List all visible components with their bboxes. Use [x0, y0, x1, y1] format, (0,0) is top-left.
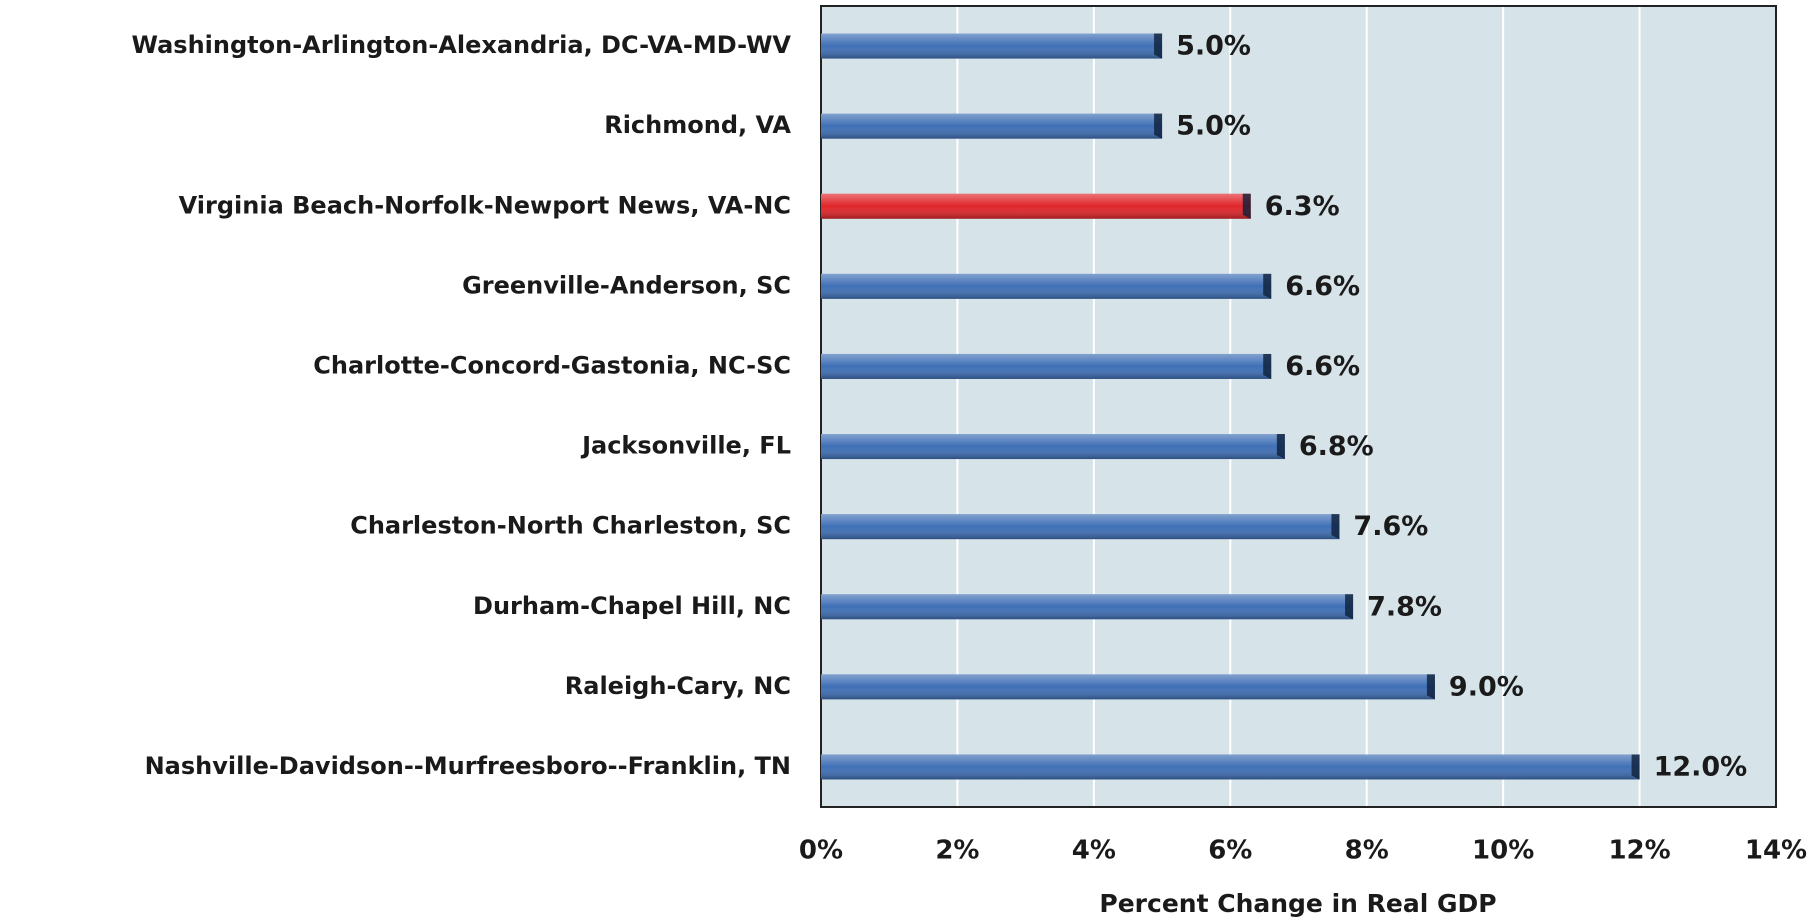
bar-cap	[1276, 434, 1285, 460]
x-tick-label: 14%	[1745, 836, 1807, 866]
y-tick-label: Washington-Arlington-Alexandria, DC-VA-M…	[131, 31, 791, 59]
x-tick-label: 12%	[1608, 836, 1670, 866]
value-label: 6.8%	[1299, 431, 1374, 462]
y-tick-label: Jacksonville, FL	[580, 432, 791, 460]
value-label: 12.0%	[1654, 751, 1748, 782]
bar-shade	[821, 674, 1435, 700]
bar-shade	[821, 273, 1272, 299]
y-tick-label: Virginia Beach-Norfolk-Newport News, VA-…	[179, 191, 791, 219]
value-label: 5.0%	[1176, 111, 1251, 142]
bar-cap	[1263, 353, 1272, 379]
y-tick-label: Raleigh-Cary, NC	[565, 672, 791, 700]
bar-cap	[1154, 33, 1163, 59]
value-label: 6.6%	[1285, 271, 1360, 302]
x-axis-title: Percent Change in Real GDP	[1099, 889, 1496, 918]
x-tick-label: 6%	[1208, 836, 1252, 866]
bar-shade	[821, 193, 1251, 219]
value-label: 5.0%	[1176, 31, 1251, 62]
bar-cap	[1154, 113, 1163, 139]
y-tick-label: Nashville-Davidson--Murfreesboro--Frankl…	[145, 752, 791, 780]
bar-cap	[1263, 273, 1272, 299]
bar-cap	[1426, 674, 1435, 700]
y-tick-label: Richmond, VA	[604, 111, 791, 139]
bar-cap	[1331, 514, 1340, 540]
value-label: 7.8%	[1367, 591, 1442, 622]
x-tick-label: 10%	[1472, 836, 1534, 866]
y-tick-label: Greenville-Anderson, SC	[462, 271, 791, 299]
bar-cap	[1242, 193, 1251, 219]
bar-shade	[821, 514, 1340, 540]
bar-cap	[1631, 754, 1640, 780]
value-label: 9.0%	[1449, 671, 1524, 702]
x-tick-label: 0%	[799, 836, 843, 866]
bar-shade	[821, 754, 1640, 780]
y-tick-label: Durham-Chapel Hill, NC	[473, 592, 791, 620]
y-tick-label: Charleston-North Charleston, SC	[350, 512, 791, 540]
value-label: 6.3%	[1265, 191, 1340, 222]
plot-area	[821, 6, 1776, 807]
bar-shade	[821, 594, 1354, 620]
x-tick-label: 4%	[1072, 836, 1116, 866]
bar-cap	[1345, 594, 1354, 620]
bar-shade	[821, 33, 1163, 59]
bar-shade	[821, 434, 1285, 460]
bar-shade	[821, 353, 1272, 379]
value-label: 7.6%	[1353, 511, 1428, 542]
y-tick-label: Charlotte-Concord-Gastonia, NC-SC	[313, 351, 791, 379]
x-tick-label: 2%	[935, 836, 979, 866]
x-tick-label: 8%	[1345, 836, 1389, 866]
value-label: 6.6%	[1285, 351, 1360, 382]
plot-border	[820, 5, 1777, 808]
bar-shade	[821, 113, 1163, 139]
